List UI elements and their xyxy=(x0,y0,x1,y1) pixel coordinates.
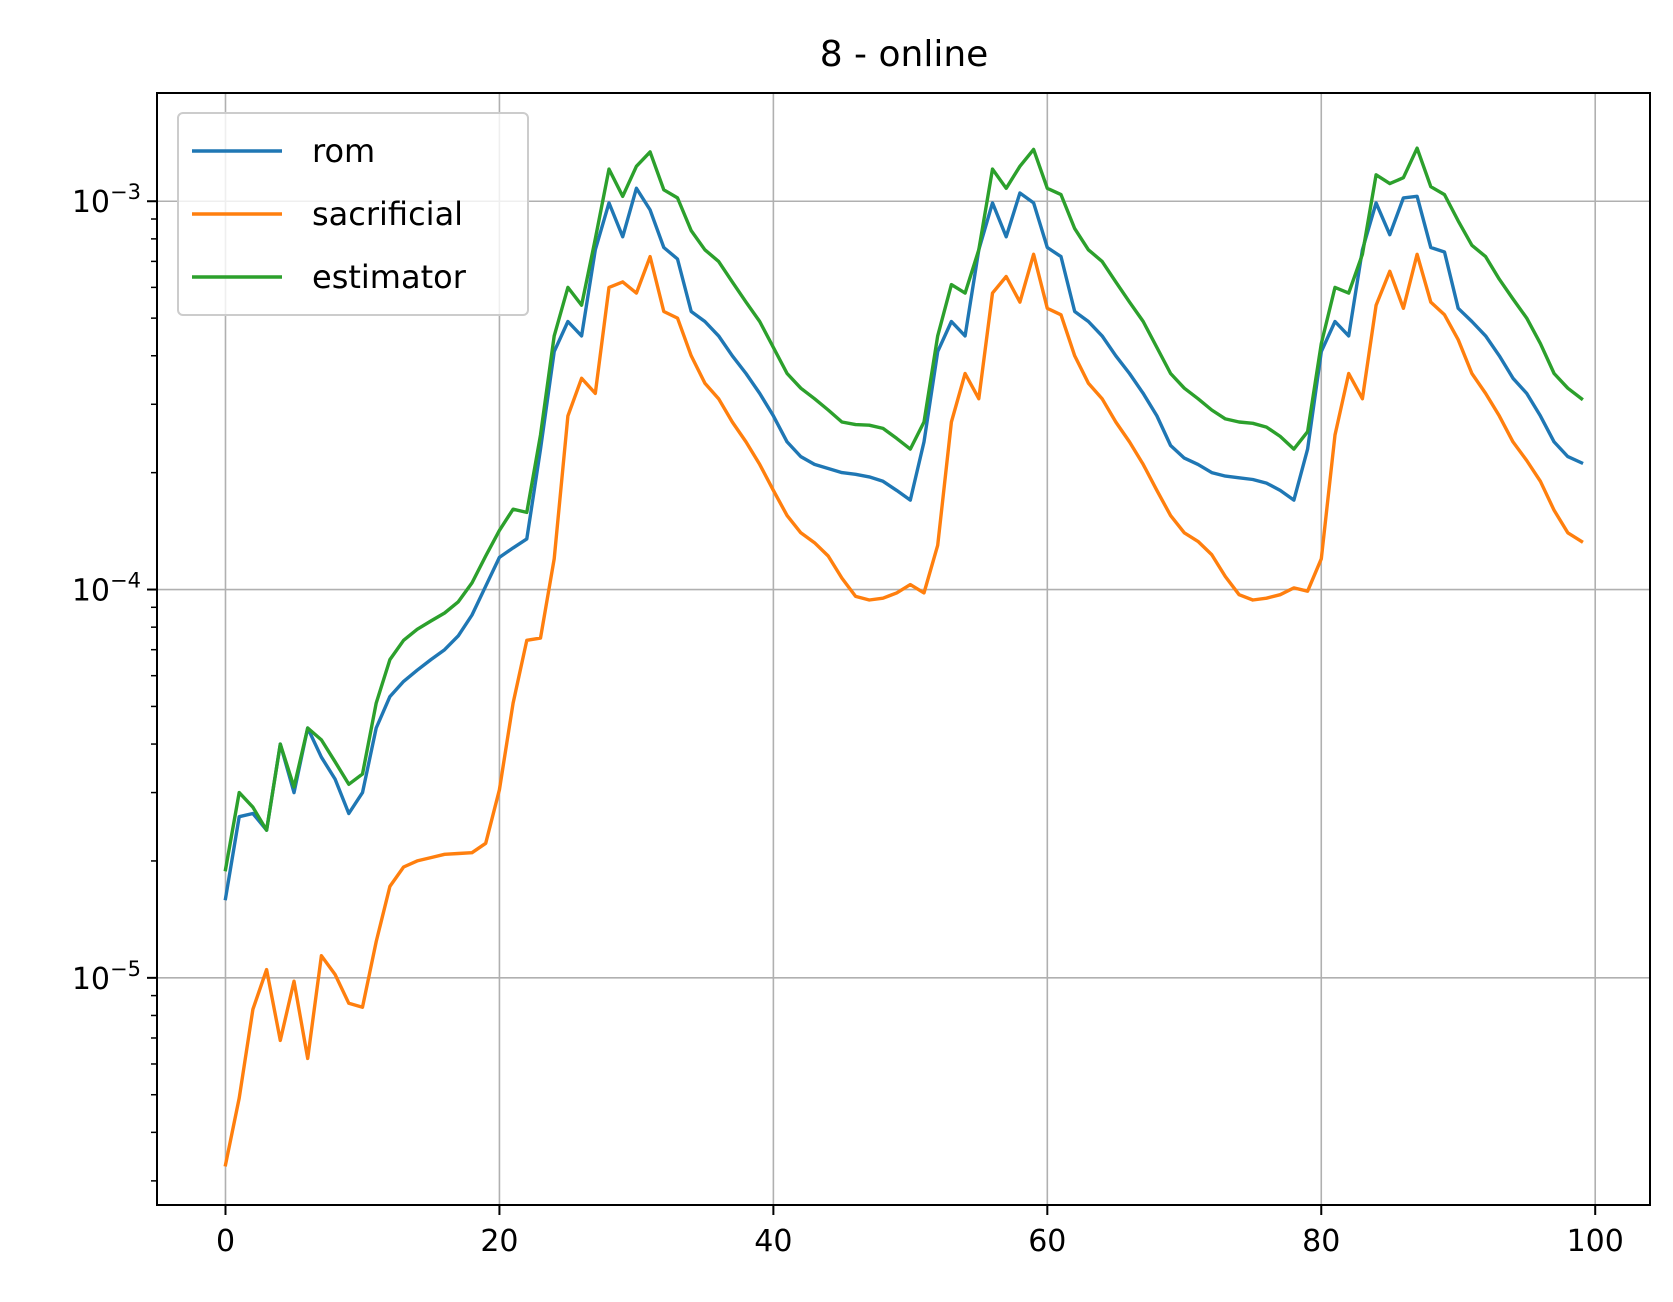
x-tick-label: 100 xyxy=(1567,1224,1624,1259)
x-tick-label: 0 xyxy=(216,1224,235,1259)
y-tick-label: 10−5 xyxy=(72,957,141,997)
y-tick-label: 10−3 xyxy=(72,180,141,220)
x-tick-label: 80 xyxy=(1302,1224,1340,1259)
series-lines xyxy=(223,146,1584,1167)
x-tick-label: 20 xyxy=(480,1224,518,1259)
axis-ticks: 0 20 40 60 80 100 10−5 10−4 10−3 xyxy=(72,180,1624,1259)
x-tick-label: 60 xyxy=(1028,1224,1066,1259)
legend-box xyxy=(177,112,529,316)
series-line-sacrificial xyxy=(223,252,1584,1167)
legend: rom sacrificial estimator xyxy=(177,112,529,316)
plot-frame xyxy=(156,92,1651,1206)
x-tick-label: 40 xyxy=(754,1224,792,1259)
chart-title: 8 - online xyxy=(820,34,989,75)
legend-label: estimator xyxy=(312,258,467,296)
series-line-estimator xyxy=(223,146,1584,872)
legend-label: rom xyxy=(312,132,375,170)
series-line-rom xyxy=(223,186,1584,901)
legend-label: sacrificial xyxy=(312,195,463,233)
y-tick-label: 10−4 xyxy=(72,569,141,609)
